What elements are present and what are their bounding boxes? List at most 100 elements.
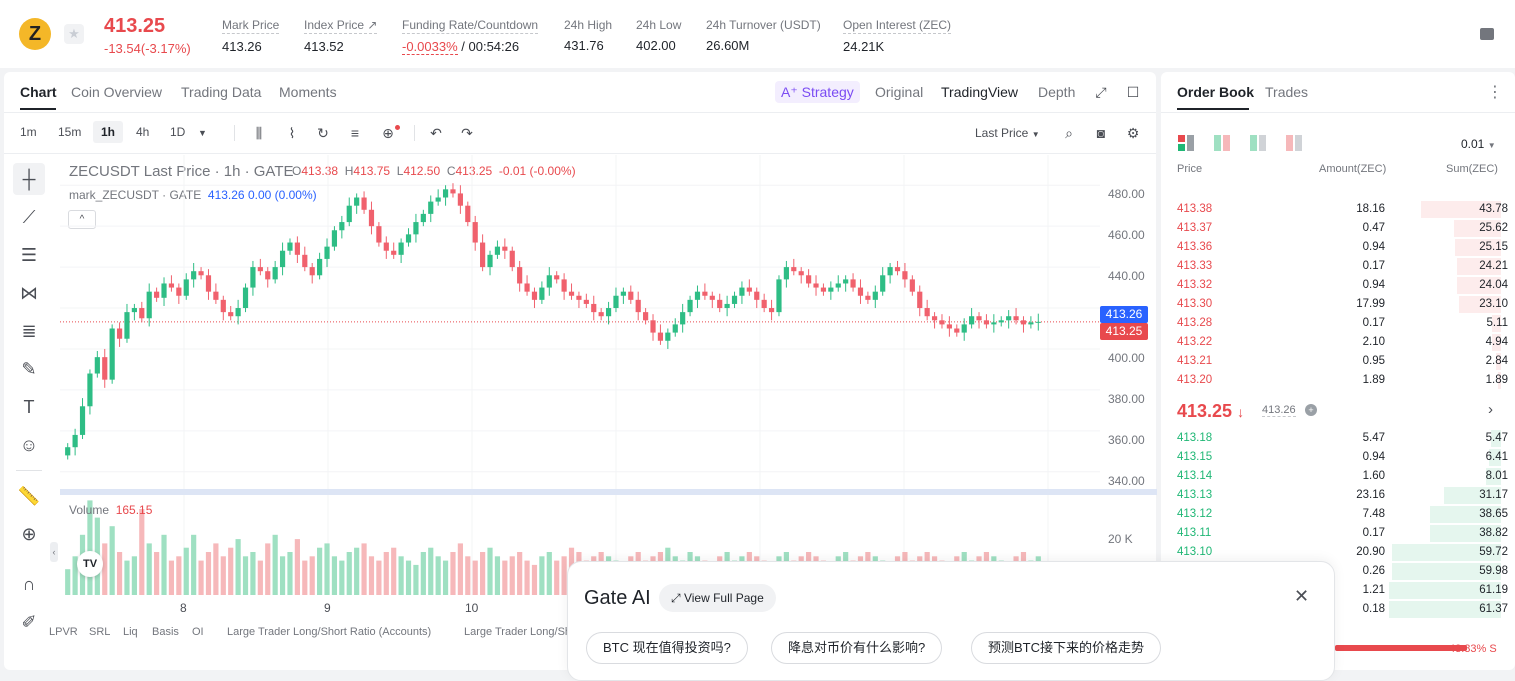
pattern-icon[interactable]: ⋈ (20, 283, 38, 303)
tab-moments[interactable]: Moments (279, 84, 337, 100)
search-icon[interactable]: ⌕ (1065, 125, 1073, 141)
stat-label: 24h High (564, 18, 613, 32)
strategy-button[interactable]: A⁺ Strategy (775, 81, 860, 103)
indicator-tab-lpvr[interactable]: LPVR (49, 626, 78, 638)
tab-trades[interactable]: Trades (1265, 84, 1309, 100)
emoji-icon[interactable]: ☺ (19, 435, 39, 455)
interval-1d[interactable]: 1D (170, 125, 186, 139)
indicator-tab-ls-accounts[interactable]: Large Trader Long/Short Ratio (Accounts) (227, 626, 432, 638)
candle (131, 308, 137, 313)
text-tool-icon[interactable]: T (23, 397, 35, 417)
indicator-tab-oi[interactable]: OI (192, 626, 204, 638)
zoom-in-icon[interactable]: ⊕ (21, 524, 37, 544)
bids-row[interactable]: 413.14 1.60 8.01 (1168, 467, 1508, 486)
funding-rate-value[interactable]: -0.0033% (402, 39, 458, 55)
stat-index-price[interactable]: Index Price ↗ 413.52 (304, 18, 378, 54)
indicator-tab-ls-positions[interactable]: Large Trader Long/Sh (464, 626, 567, 638)
asks-row[interactable]: 413.21 0.95 2.84 (1168, 352, 1508, 371)
asks-row[interactable]: 413.28 0.17 5.11 (1168, 314, 1508, 333)
interval-1h[interactable]: 1h (93, 121, 124, 143)
asks-row[interactable]: 413.36 0.94 25.15 (1168, 238, 1508, 257)
view-both-icon[interactable] (1178, 135, 1194, 151)
pane-separator[interactable] (60, 489, 1157, 495)
interval-dropdown-icon[interactable]: ▼ (198, 128, 207, 138)
trendline-icon[interactable]: ⟋ (22, 207, 36, 227)
asks-row[interactable]: 413.38 18.16 43.78 (1168, 200, 1508, 219)
view-bids-icon[interactable] (1250, 135, 1266, 151)
stat-value: 431.76 (564, 38, 604, 53)
brush-icon[interactable]: ✎ (21, 359, 37, 379)
indicator-tab-liq[interactable]: Liq (123, 626, 138, 638)
interval-15m[interactable]: 15m (58, 125, 82, 139)
camera-icon[interactable]: ◙ (1096, 125, 1106, 141)
tradingview-logo-icon[interactable]: TV (77, 551, 103, 577)
volume-bar (405, 560, 412, 595)
suggestion-chip[interactable]: 预测BTC接下来的价格走势 (971, 632, 1162, 664)
bids-row[interactable]: 413.12 7.48 38.65 (1168, 505, 1508, 524)
interval-4h[interactable]: 4h (136, 125, 150, 139)
indicator-tab-basis[interactable]: Basis (152, 626, 179, 638)
more-menu-icon[interactable]: ⋮ (1487, 84, 1503, 101)
undo-icon[interactable]: ↶ (430, 125, 442, 141)
template-icon[interactable]: ≡ (350, 125, 360, 141)
x-tick: 9 (324, 601, 331, 615)
view-tradingview[interactable]: TradingView (941, 84, 1019, 100)
ruler-icon[interactable]: 📏 (17, 486, 41, 506)
expand-icon[interactable]: ⤢ (1095, 84, 1107, 100)
collapse-toolbar-icon[interactable]: ‹ (50, 542, 58, 562)
chevron-right-icon[interactable]: › (1488, 401, 1493, 418)
view-asks-icon[interactable] (1286, 135, 1302, 151)
asks-row[interactable]: 413.30 17.99 23.10 (1168, 295, 1508, 314)
price-type-label: Last Price (975, 126, 1029, 140)
asks-row[interactable]: 413.22 2.10 4.94 (1168, 333, 1508, 352)
horizontal-lines-icon[interactable]: ☰ (20, 245, 38, 265)
bids-row[interactable]: 413.18 5.47 5.47 (1168, 429, 1508, 448)
asks-row[interactable]: 413.37 0.47 25.62 (1168, 219, 1508, 238)
close-icon[interactable]: ✕ (1294, 586, 1310, 606)
indicator-icon[interactable]: ⌇ (288, 125, 296, 141)
interval-1m[interactable]: 1m (20, 125, 37, 139)
book-icon[interactable] (1480, 28, 1494, 40)
refresh-icon[interactable]: ↻ (317, 125, 329, 141)
fullscreen-icon[interactable]: ☐ (1126, 84, 1140, 100)
bids-row[interactable]: 413.13 23.16 31.17 (1168, 486, 1508, 505)
suggestion-chip[interactable]: 降息对币价有什么影响? (771, 632, 943, 664)
tab-order-book[interactable]: Order Book (1177, 84, 1255, 100)
view-depth[interactable]: Depth (1038, 84, 1076, 100)
price-cell: 413.13 (1177, 489, 1213, 501)
magnet-icon[interactable]: ∩ (22, 574, 36, 594)
tab-trading-data[interactable]: Trading Data (181, 84, 262, 100)
suggestion-chip[interactable]: BTC 现在值得投资吗? (586, 632, 748, 664)
pencil-lock-icon[interactable]: ✐ (21, 612, 37, 632)
settings-gear-icon[interactable]: ⚙ (1126, 125, 1140, 141)
crosshair-icon[interactable]: ┼ (13, 163, 45, 195)
tab-chart[interactable]: Chart (20, 84, 57, 100)
asks-row[interactable]: 413.32 0.94 24.04 (1168, 276, 1508, 295)
price-chart[interactable] (60, 155, 1160, 620)
candles-icon[interactable]: ⫼ (255, 125, 263, 141)
bids-row[interactable]: 0.18 61.37 (1168, 600, 1508, 619)
volume-bar (109, 526, 115, 595)
price-type-select[interactable]: Last Price ▼ (975, 126, 1040, 140)
add-indicator-icon[interactable]: ⊕ (382, 125, 394, 141)
indicator-tab-srl[interactable]: SRL (89, 626, 111, 638)
bids-row[interactable]: 413.11 0.17 38.82 (1168, 524, 1508, 543)
asks-row[interactable]: 413.33 0.17 24.21 (1168, 257, 1508, 276)
favorite-star-icon[interactable]: ★ (64, 24, 84, 44)
view-full-page-button[interactable]: ⤢ View Full Page (659, 584, 776, 612)
view-bids-asks-icon[interactable] (1214, 135, 1230, 151)
volume-bar (146, 543, 152, 595)
precision-select[interactable]: 0.01 ▼ (1461, 137, 1496, 151)
volume-bar (539, 556, 545, 595)
bids-row[interactable]: 1.21 61.19 (1168, 581, 1508, 600)
asks-row[interactable]: 413.20 1.89 1.89 (1168, 371, 1508, 390)
collapse-legend-icon[interactable]: ^ (68, 210, 96, 229)
info-icon[interactable]: + (1305, 404, 1317, 416)
redo-icon[interactable]: ↷ (461, 125, 473, 141)
bids-row[interactable]: 0.26 59.98 (1168, 562, 1508, 581)
bids-row[interactable]: 413.10 20.90 59.72 (1168, 543, 1508, 562)
view-original[interactable]: Original (875, 84, 924, 100)
bids-row[interactable]: 413.15 0.94 6.41 (1168, 448, 1508, 467)
tab-coin-overview[interactable]: Coin Overview (71, 84, 163, 100)
fib-icon[interactable]: ≣ (21, 321, 37, 341)
